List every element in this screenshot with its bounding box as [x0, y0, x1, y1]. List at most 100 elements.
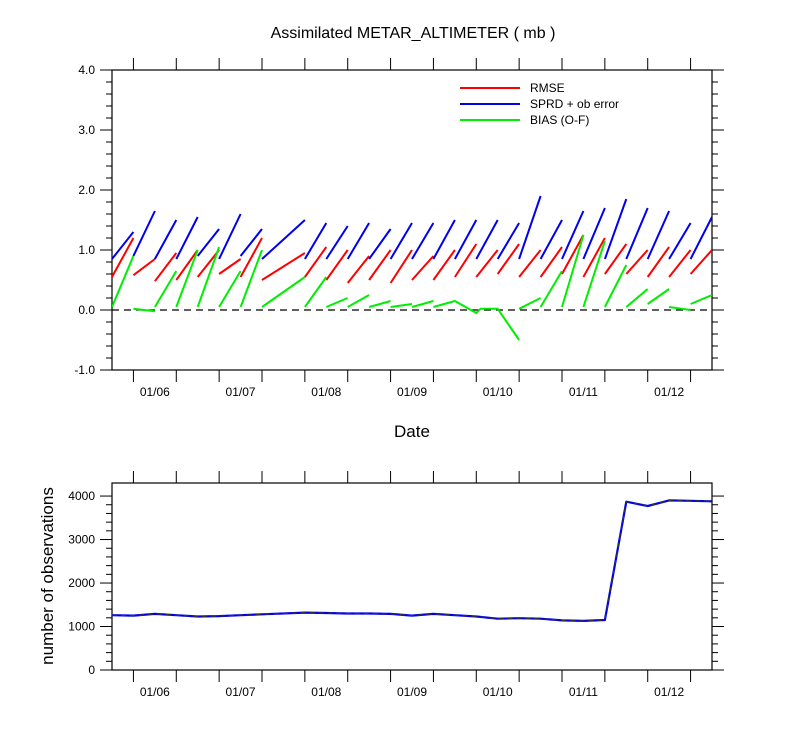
series-line-segment — [625, 249, 649, 275]
bottom-x-tick-label: 01/07 — [226, 685, 256, 699]
series-line-segment — [346, 255, 370, 284]
series-line-segment — [496, 222, 520, 260]
series-line-segment — [582, 237, 606, 278]
chart-title: Assimilated METAR_ALTIMETER ( mb ) — [271, 25, 556, 42]
top-y-tick-label: 2.0 — [78, 183, 95, 197]
observations-line — [111, 499, 713, 623]
top-x-tick-label: 01/07 — [226, 385, 256, 399]
series-line-segment — [647, 288, 670, 305]
series-bias-o-f- — [112, 234, 712, 341]
bottom-y-tick-label: 1000 — [68, 620, 95, 634]
series-line-segment — [582, 240, 606, 308]
legend-label: BIAS (O-F) — [530, 113, 589, 127]
top-x-tick-label: 01/06 — [140, 385, 170, 399]
top-y-tick-label: 1.0 — [78, 243, 95, 257]
series-line-segment — [668, 249, 692, 278]
bottom-y-tick-label: 0 — [88, 663, 95, 677]
series-line-segment — [411, 222, 435, 260]
series-line-segment — [604, 264, 628, 308]
series-line-segment — [432, 219, 456, 260]
bottom-x-tick-label: 01/10 — [483, 685, 513, 699]
top-x-tick-label: 01/11 — [569, 385, 598, 399]
series-line-segment — [389, 249, 413, 284]
top-y-tick-label: 4.0 — [78, 63, 95, 77]
series-line-segment — [154, 219, 178, 260]
series-line-segment — [496, 243, 520, 275]
top-plot-frame — [111, 69, 713, 371]
series-line-segment — [239, 237, 263, 278]
series-line-segment — [668, 222, 692, 260]
series-line-segment — [239, 249, 263, 308]
series-line-segment — [689, 216, 712, 260]
bottom-y-tick-label: 3000 — [68, 533, 95, 547]
x-axis-label: Date — [394, 422, 430, 441]
series-line-segment — [347, 294, 370, 308]
series-line-segment — [625, 207, 649, 260]
series-line-segment — [539, 270, 563, 308]
series-line-segment — [325, 297, 349, 308]
series-line-segment — [646, 246, 670, 278]
series-line-segment — [368, 228, 392, 260]
series-line-segment — [625, 288, 649, 308]
series-line-segment — [175, 216, 199, 260]
y-axis-label: number of observations — [38, 487, 57, 665]
series-line-segment — [411, 255, 435, 281]
series-line-segment — [304, 276, 328, 308]
series-line-segment — [261, 219, 306, 260]
top-x-tick-label: 01/10 — [483, 385, 513, 399]
series-line-segment — [325, 249, 349, 281]
top-x-tick-label: 01/09 — [397, 385, 427, 399]
series-line-segment — [175, 249, 199, 308]
series-line-segment — [690, 294, 712, 305]
series-line-segment — [346, 222, 370, 260]
series-line-segment — [475, 249, 499, 278]
series-line-segment — [582, 207, 606, 260]
series-line-segment — [325, 225, 349, 260]
series-line-segment — [132, 210, 156, 257]
series-line-segment — [433, 300, 520, 341]
series-line-segment — [218, 213, 242, 260]
series-line-segment — [561, 234, 585, 275]
series-line-segment — [646, 210, 671, 260]
series-line-segment — [432, 249, 456, 281]
series-line-segment — [261, 276, 306, 308]
series-line-segment — [603, 198, 628, 260]
series-line-segment — [389, 222, 413, 260]
top-x-tick-label: 01/12 — [654, 385, 684, 399]
series-line-segment — [196, 228, 220, 257]
bottom-x-tick-label: 01/09 — [397, 685, 427, 699]
series-line-segment — [368, 249, 392, 281]
top-y-tick-label: -1.0 — [74, 363, 95, 377]
legend-label: SPRD + ob error — [530, 97, 619, 111]
top-y-tick-label: 3.0 — [78, 123, 95, 137]
series-line-segment — [132, 258, 156, 276]
bottom-y-tick-label: 2000 — [68, 576, 95, 590]
series-line-segment — [261, 252, 306, 281]
bottom-x-tick-label: 01/08 — [311, 685, 341, 699]
series-line-segment — [218, 258, 242, 275]
series-line-segment — [112, 237, 135, 278]
bottom-y-tick-label: 4000 — [68, 489, 95, 503]
series-line-segment — [218, 270, 242, 308]
series-line-segment — [411, 300, 434, 308]
series-line-segment — [175, 249, 199, 281]
series-line-segment — [561, 234, 585, 308]
series-line-segment — [390, 303, 413, 308]
series-line-segment — [539, 246, 563, 278]
series-line-segment — [454, 243, 478, 278]
observations-line-dashed — [111, 499, 713, 622]
series-line-segment — [668, 306, 691, 311]
bottom-plot-frame — [111, 482, 713, 671]
series-line-segment — [689, 249, 712, 275]
series-line-segment — [112, 231, 135, 260]
series-line-segment — [154, 252, 178, 282]
series-line-segment — [518, 297, 542, 310]
series-line-segment — [133, 307, 156, 313]
series-line-segment — [539, 219, 563, 260]
series-line-segment — [196, 246, 221, 308]
series-line-segment — [239, 228, 263, 257]
series-line-segment — [518, 195, 542, 260]
series-line-segment — [604, 243, 628, 275]
series-line-segment — [368, 300, 391, 308]
